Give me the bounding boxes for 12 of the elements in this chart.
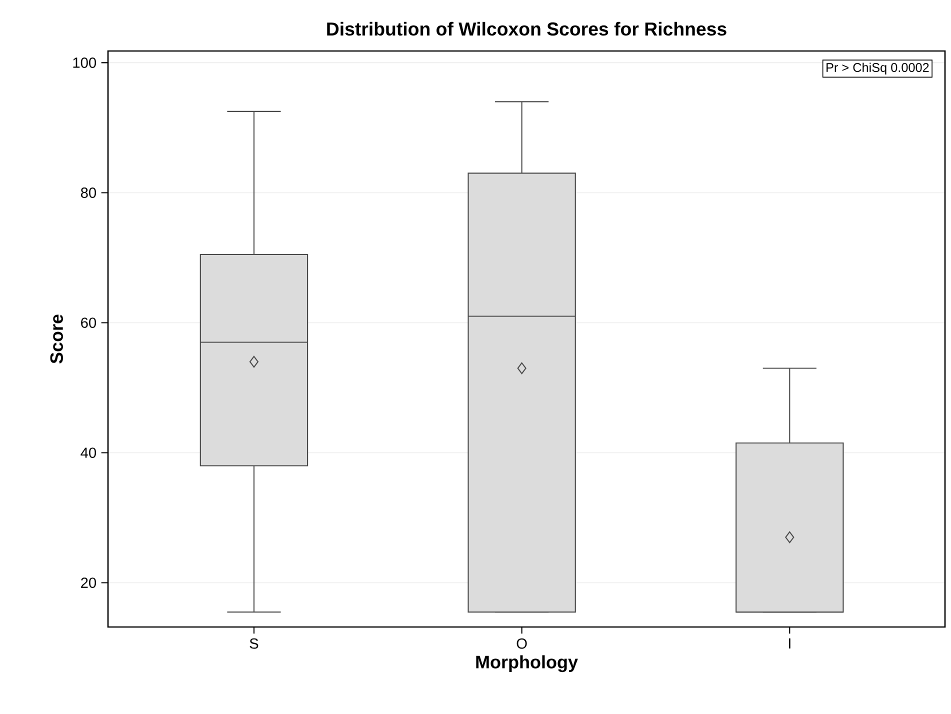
y-tick-label: 40 [80,448,96,458]
y-tick-label: 20 [81,578,96,588]
x-tick-label: O [516,638,527,649]
x-axis-title: Morphology [476,655,578,672]
x-tick-label: I [788,638,790,648]
y-axis-title: Score [50,314,63,364]
y-tick-label: 80 [80,188,96,198]
chart-title: Distribution of Wilcoxon Scores for Richness [327,22,726,36]
x-tick-label: S [250,638,258,649]
annotation: Pr > ChiSq 0.0002 [826,62,929,75]
y-tick-label: 60 [81,318,96,328]
y-tick-label: 100 [73,58,96,68]
